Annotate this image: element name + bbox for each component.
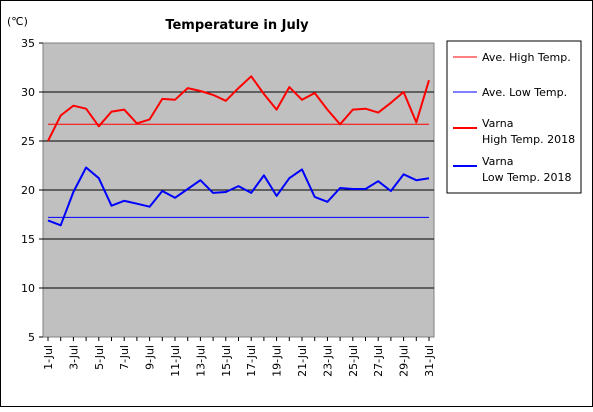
x-tick-label: 5-Jul xyxy=(93,345,106,370)
y-axis-unit-label: (℃) xyxy=(7,15,28,28)
x-tick-label: 7-Jul xyxy=(118,345,131,370)
x-tick-label: 19-Jul xyxy=(271,345,284,377)
y-tick-label-20: 20 xyxy=(21,184,35,197)
x-axis-ticks: 1-Jul 3-Jul 5-Jul 7-Jul 9-Jul 11-Jul 13-Jul 15-… xyxy=(42,337,436,377)
y-axis-ticks: 5 10 15 20 25 30 35 xyxy=(21,37,43,344)
y-tick-label-30: 30 xyxy=(21,86,35,99)
legend-label-2: Varna xyxy=(482,117,513,130)
grid-lines xyxy=(43,91,434,289)
x-tick-label: 9-Jul xyxy=(144,345,157,370)
x-tick-label: 15-Jul xyxy=(220,345,233,377)
x-tick-label: 1-Jul xyxy=(42,345,55,370)
legend-box xyxy=(446,40,582,194)
x-tick-label: 17-Jul xyxy=(245,345,258,377)
y-tick-label-25: 25 xyxy=(21,135,35,148)
legend-label-1: Ave. Low Temp. xyxy=(482,86,567,99)
x-tick-label: 27-Jul xyxy=(372,345,385,377)
x-tick-label: 3-Jul xyxy=(67,345,80,370)
x-tick-label: 21-Jul xyxy=(296,345,309,377)
x-tick-label: 31-Jul xyxy=(423,345,436,377)
y-tick-label-10: 10 xyxy=(21,282,35,295)
series-line-3 xyxy=(47,166,430,227)
x-tick-label: 13-Jul xyxy=(194,345,207,377)
x-tick-label: 23-Jul xyxy=(321,345,334,377)
x-tick-label: 29-Jul xyxy=(398,345,411,377)
legend: Ave. High Temp. Ave. Low Temp. Varna High T… xyxy=(453,51,575,184)
legend-label-0: Ave. High Temp. xyxy=(482,51,571,64)
y-tick-label-15: 15 xyxy=(21,233,35,246)
series-lines xyxy=(47,75,430,227)
y-tick-label-35: 35 xyxy=(21,37,35,50)
chart-title: Temperature in July xyxy=(165,18,309,33)
legend-label-2: High Temp. 2018 xyxy=(482,133,575,146)
legend-label-3: Varna xyxy=(482,155,513,168)
x-tick-label: 11-Jul xyxy=(169,345,182,377)
x-tick-label: 25-Jul xyxy=(347,345,360,377)
series-line-2 xyxy=(47,75,430,142)
legend-label-3: Low Temp. 2018 xyxy=(482,171,571,184)
y-tick-label-5: 5 xyxy=(28,331,35,344)
